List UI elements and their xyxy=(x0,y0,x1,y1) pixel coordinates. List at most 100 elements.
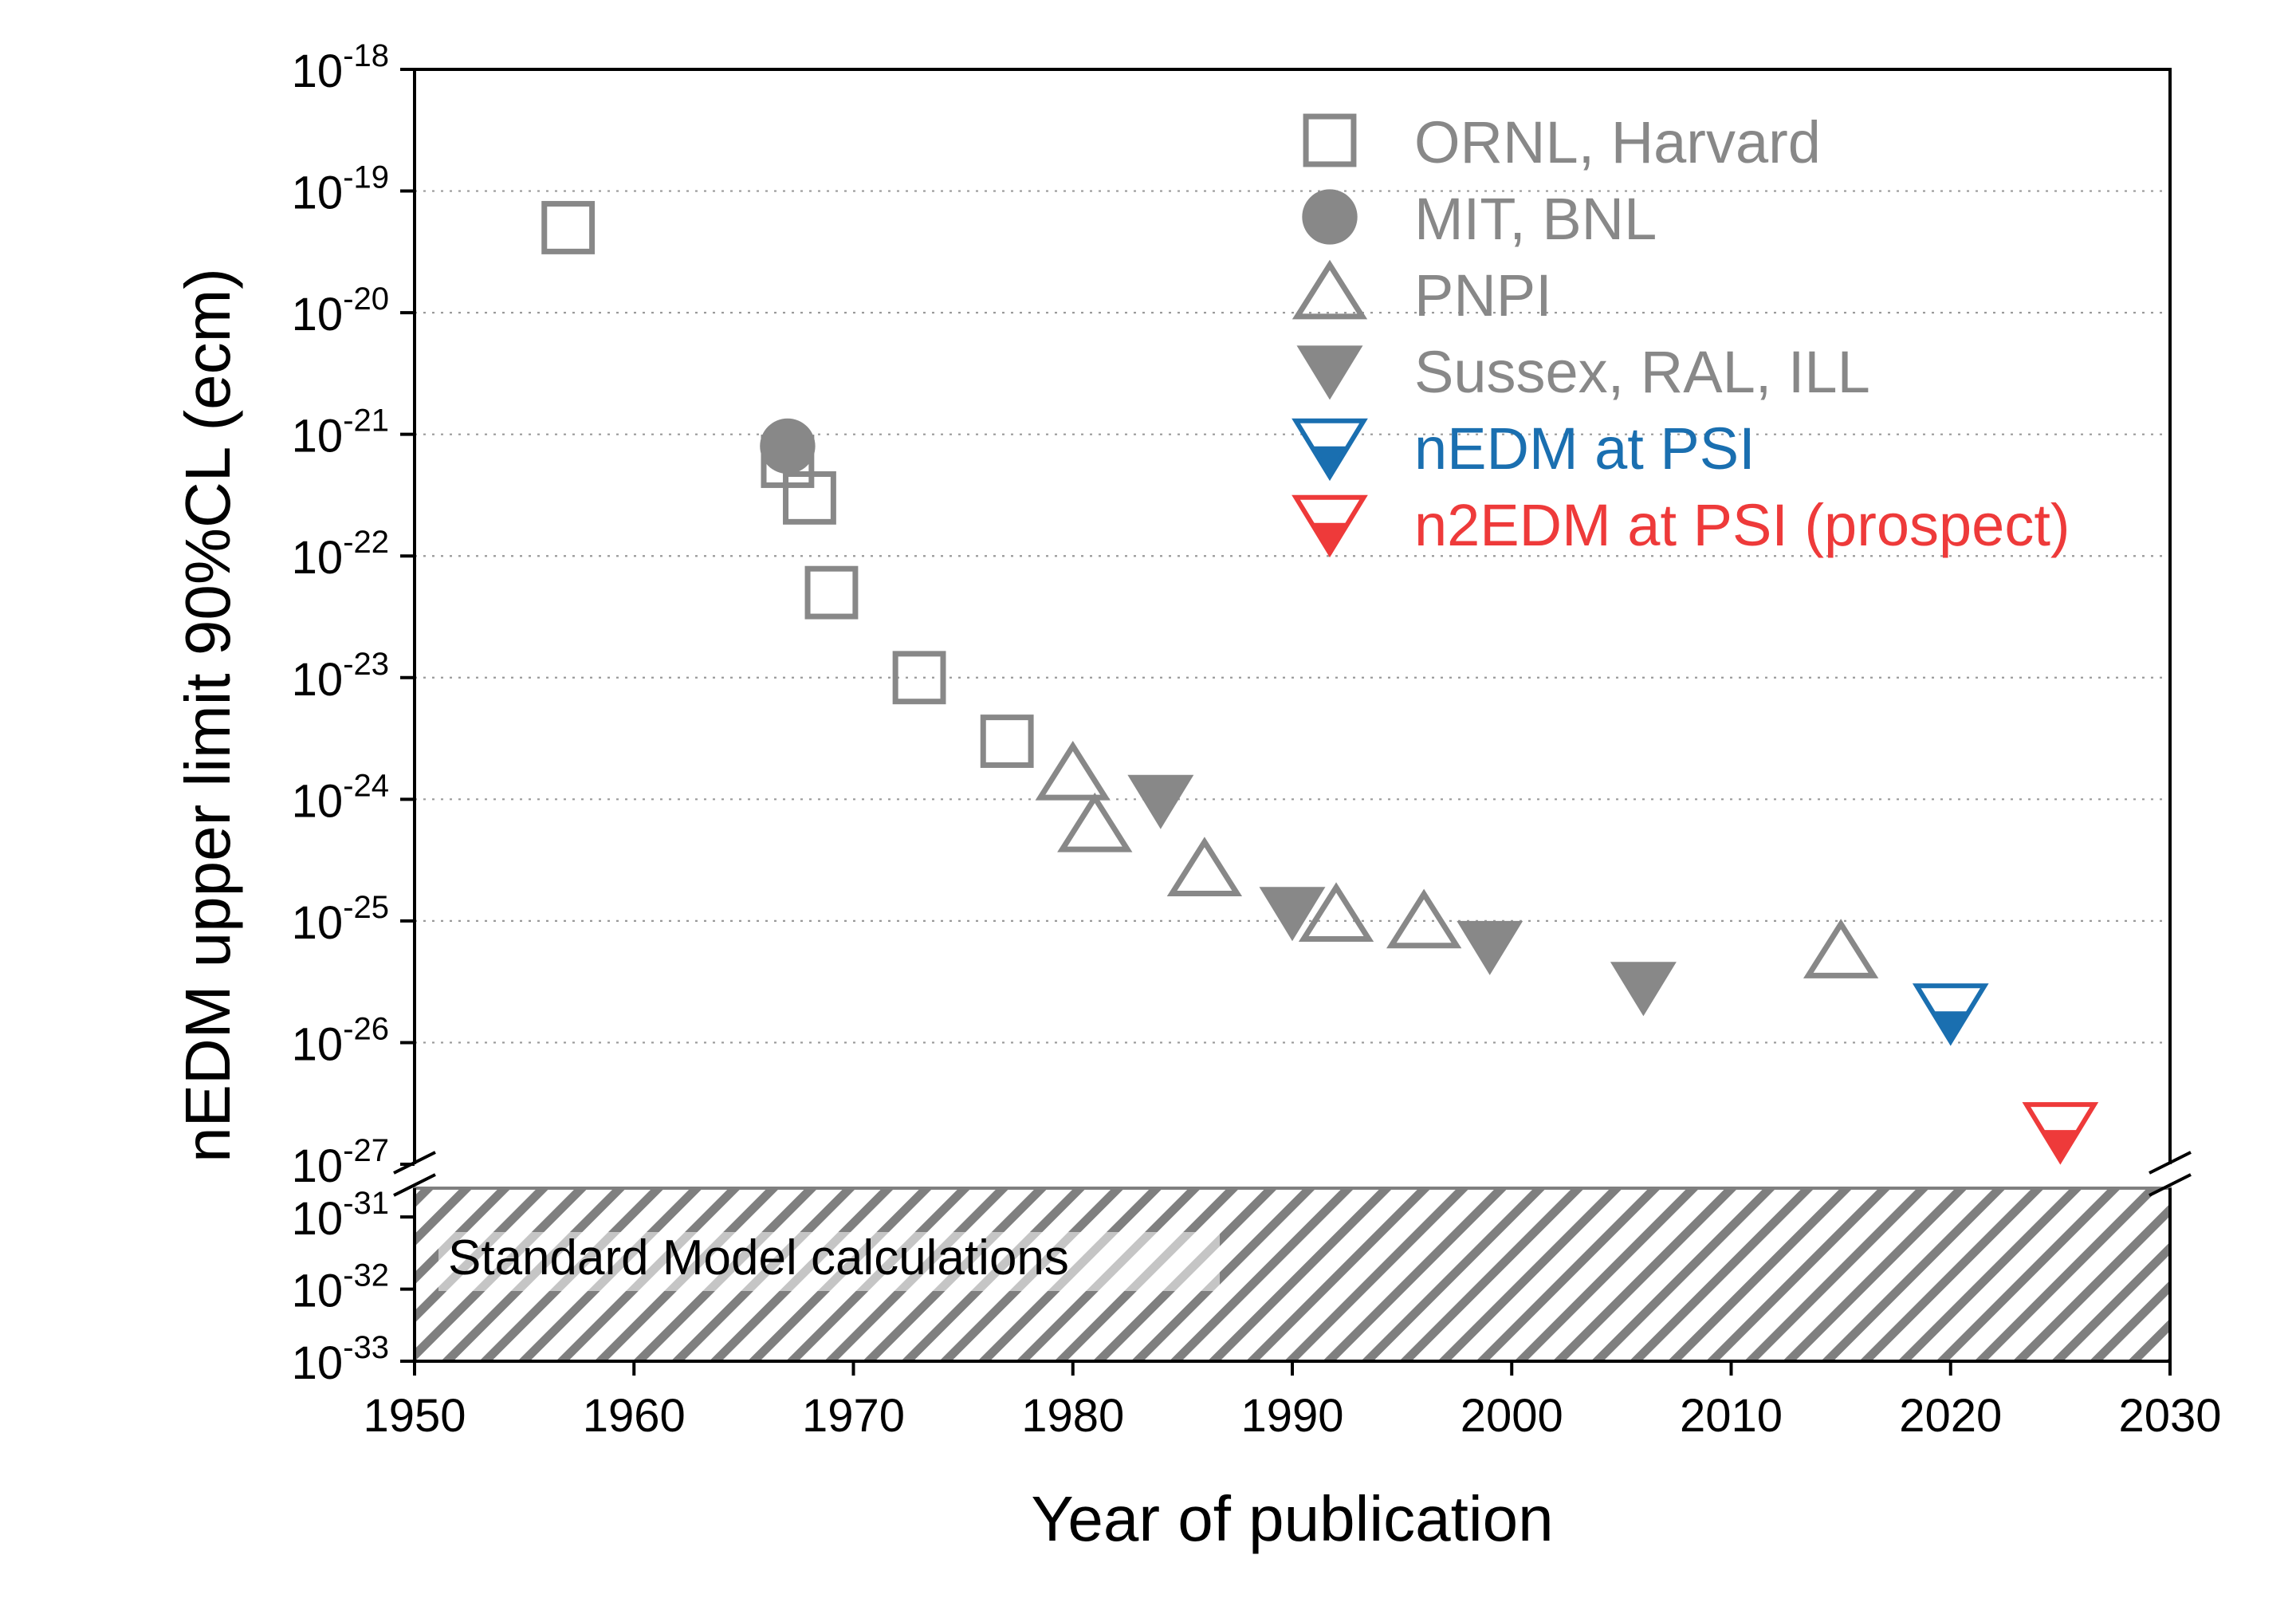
legend-marker-fill xyxy=(1310,522,1350,557)
legend-label: n2EDM at PSI (prospect) xyxy=(1414,492,2070,558)
x-tick-label: 2020 xyxy=(1899,1390,2002,1442)
x-tick-label: 2000 xyxy=(1461,1390,1563,1442)
series-0 xyxy=(541,201,1034,768)
series-1 xyxy=(760,418,816,474)
legend-marker-shape xyxy=(1292,259,1368,320)
y-tick-lower-label: 10-31 xyxy=(292,1186,389,1245)
data-point-shape xyxy=(892,651,946,705)
y-tick-upper-label: 10-27 xyxy=(292,1133,389,1192)
y-tick-upper-label: 10-26 xyxy=(292,1011,389,1070)
data-point xyxy=(1035,740,1111,801)
data-point-shape xyxy=(760,418,816,474)
standard-model-band: Standard Model calculations xyxy=(413,1187,2172,1363)
legend-label: Sussex, RAL, ILL xyxy=(1414,339,1870,405)
legend-label: PNPI xyxy=(1414,262,1552,329)
band-label-backdrop xyxy=(438,1232,1220,1291)
y-tick-lower-label: 10-32 xyxy=(292,1258,389,1317)
data-markers xyxy=(541,201,2099,1165)
x-tick-label: 1960 xyxy=(583,1390,686,1442)
data-point xyxy=(1259,887,1326,942)
data-point-shape xyxy=(783,471,836,525)
data-point-shape xyxy=(1386,888,1462,949)
data-point-shape xyxy=(1127,774,1194,829)
data-point xyxy=(1610,962,1677,1017)
data-point xyxy=(2022,1102,2099,1165)
data-point-shape xyxy=(541,201,596,254)
data-point-shape xyxy=(1035,740,1111,801)
y-tick-upper-label: 10-25 xyxy=(292,890,389,949)
data-point-shape xyxy=(804,565,859,620)
data-point xyxy=(804,565,859,620)
data-point xyxy=(892,651,946,705)
data-point-fill xyxy=(1931,1011,1971,1045)
data-point xyxy=(783,471,836,525)
y-tick-upper-label: 10-23 xyxy=(292,647,389,706)
data-point xyxy=(1386,888,1462,949)
data-point-shape xyxy=(980,714,1034,768)
data-point-shape xyxy=(1298,882,1374,942)
plot-frame xyxy=(393,68,2192,1363)
legend-marker xyxy=(1292,259,1368,320)
legend-marker xyxy=(1302,189,1358,245)
data-point xyxy=(1912,983,1989,1046)
data-point-shape xyxy=(1610,962,1677,1017)
legend-item: n2EDM at PSI (prospect) xyxy=(1292,492,2070,558)
legend-label: MIT, BNL xyxy=(1414,186,1657,252)
y-tick-upper-label: 10-22 xyxy=(292,525,389,584)
data-point xyxy=(1803,919,1879,978)
axis-break-right-bottom xyxy=(2149,1173,2192,1197)
legend-item: Sussex, RAL, ILL xyxy=(1296,339,1870,405)
y-axis-title: nEDM upper limit 90%CL (ecm) xyxy=(172,268,243,1163)
legend-label: nEDM at PSI xyxy=(1414,415,1755,482)
legend-item: PNPI xyxy=(1292,259,1552,329)
data-point xyxy=(1298,882,1374,942)
x-tick-label: 1990 xyxy=(1240,1390,1343,1442)
data-point xyxy=(1057,792,1133,852)
legend: ORNL, Harvard MIT, BNL PNPI Sussex, RAL, IL… xyxy=(1292,109,2070,558)
data-point-shape xyxy=(1259,887,1326,942)
x-tick-label: 1980 xyxy=(1021,1390,1124,1442)
series-5 xyxy=(2022,1102,2099,1165)
legend-label: ORNL, Harvard xyxy=(1414,109,1821,175)
x-tick-label: 2030 xyxy=(2118,1390,2221,1442)
legend-marker xyxy=(1296,345,1363,400)
data-point-fill xyxy=(2040,1130,2080,1163)
legend-marker-shape xyxy=(1303,113,1357,167)
series-3 xyxy=(1127,774,1677,1017)
axis-break-right-top xyxy=(2149,1151,2192,1175)
data-point xyxy=(1166,836,1243,896)
data-point-shape xyxy=(1457,920,1523,975)
y-tick-upper-label: 10-24 xyxy=(292,768,389,827)
legend-marker-fill xyxy=(1310,446,1350,480)
axis-break-left-bottom xyxy=(393,1173,436,1197)
standard-model-label: Standard Model calculations xyxy=(448,1230,1069,1285)
y-tick-upper-label: 10-21 xyxy=(292,403,389,463)
axis-ticks: 10-18 10-19 10-20 10-21 10-22 10-23 10-24 10-25… xyxy=(292,38,2222,1442)
data-point xyxy=(1457,920,1523,975)
legend-marker-shape xyxy=(1296,345,1363,400)
upper-frame xyxy=(413,68,2172,1164)
x-tick-label: 1970 xyxy=(802,1390,905,1442)
legend-marker xyxy=(1303,113,1357,167)
legend-marker xyxy=(1292,418,1368,482)
legend-marker xyxy=(1292,494,1368,558)
data-point-shape xyxy=(1057,792,1133,852)
data-point-shape xyxy=(1803,919,1879,978)
legend-marker-shape xyxy=(1302,189,1358,245)
x-tick-label: 2010 xyxy=(1680,1390,1783,1442)
legend-item: MIT, BNL xyxy=(1302,186,1657,252)
legend-item: ORNL, Harvard xyxy=(1303,109,1821,175)
y-tick-upper-label: 10-20 xyxy=(292,281,389,341)
y-tick-upper-label: 10-19 xyxy=(292,160,389,219)
y-tick-lower-label: 10-33 xyxy=(292,1330,389,1389)
legend-item: nEDM at PSI xyxy=(1292,415,1755,482)
series-4 xyxy=(1912,983,1989,1046)
data-point xyxy=(1127,774,1194,829)
data-point xyxy=(760,418,816,474)
data-point xyxy=(980,714,1034,768)
x-tick-label: 1950 xyxy=(363,1390,466,1442)
y-tick-upper-label: 10-18 xyxy=(292,38,389,97)
data-point-shape xyxy=(1166,836,1243,896)
x-axis-title: Year of publication xyxy=(1031,1483,1553,1554)
